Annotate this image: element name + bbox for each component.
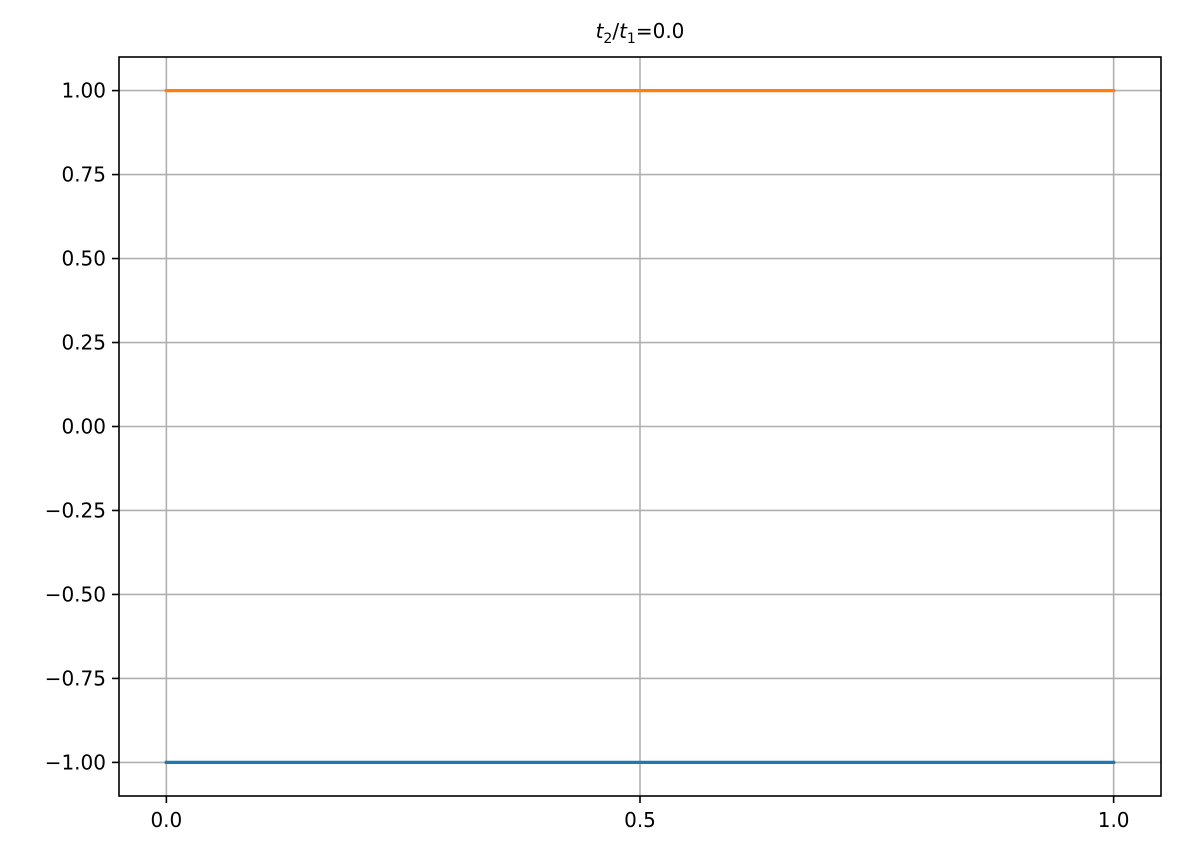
y-tick-label: 0.50 <box>61 247 106 271</box>
y-tick-label: −0.25 <box>45 498 106 522</box>
y-tick-label: 0.75 <box>61 163 106 187</box>
chart-title: t2/t1=0.0 <box>596 19 685 47</box>
y-tick-label: 1.00 <box>61 79 106 103</box>
title-var-a: t <box>596 19 605 43</box>
y-tick-label: 0.25 <box>61 331 106 355</box>
x-tick-label: 0.0 <box>150 808 182 832</box>
title-slash: / <box>612 19 619 43</box>
title-var-b: t <box>619 19 628 43</box>
series-layer <box>164 88 1116 765</box>
title-sub-a: 2 <box>603 31 612 47</box>
y-tick-label: 0.00 <box>61 415 106 439</box>
title-sub-b: 1 <box>627 31 636 47</box>
x-tick-label: 1.0 <box>1098 808 1130 832</box>
y-tick-label: −1.00 <box>45 750 106 774</box>
tick-layer: 0.0 0.5 1.0 1.00 0.75 0.50 0.25 0.00 −0.25 −0.50 −… <box>45 79 1130 832</box>
y-tick-label: −0.75 <box>45 666 106 690</box>
title-rest: =0.0 <box>636 19 685 43</box>
x-tick-label: 0.5 <box>624 808 656 832</box>
y-tick-label: −0.50 <box>45 582 106 606</box>
